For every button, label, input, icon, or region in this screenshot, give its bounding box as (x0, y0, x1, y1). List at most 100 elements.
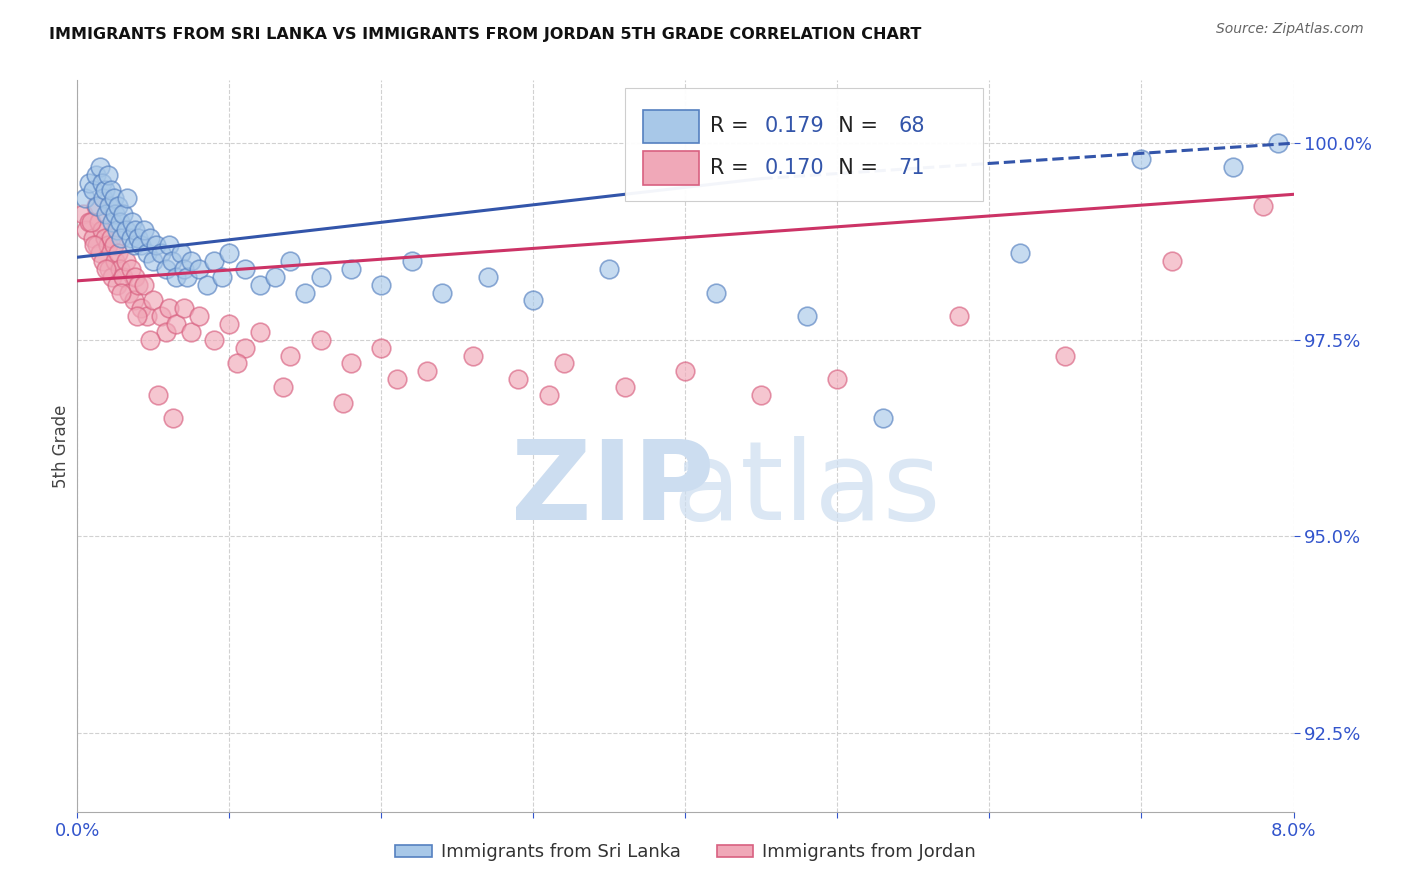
Point (105, 223, 128, 237)
Point (127, 277, 149, 292)
Point (827, 372, 849, 386)
Point (553, 356, 575, 370)
Point (124, 269, 146, 284)
Point (146, 388, 169, 402)
Point (115, 223, 138, 237)
Point (165, 269, 187, 284)
Point (598, 262, 620, 277)
Point (332, 396, 354, 410)
Point (103, 191, 125, 205)
Point (195, 277, 218, 292)
Point (211, 269, 233, 284)
Point (79, 176, 101, 190)
Point (108, 262, 131, 277)
Point (202, 333, 225, 347)
FancyBboxPatch shape (643, 152, 699, 185)
Text: 71: 71 (898, 158, 925, 178)
Point (477, 269, 499, 284)
Text: R =: R = (710, 158, 755, 178)
Point (180, 254, 202, 268)
Point (157, 301, 180, 316)
Point (226, 356, 249, 370)
Point (110, 230, 132, 244)
Point (155, 262, 177, 277)
Point (84, 168, 107, 182)
Point (96, 207, 118, 221)
Y-axis label: 5th Grade: 5th Grade (52, 404, 70, 488)
Point (82, 183, 104, 197)
Point (89, 160, 111, 174)
Point (1222, 160, 1244, 174)
Point (101, 269, 124, 284)
Point (104, 207, 127, 221)
Text: N =: N = (825, 158, 884, 178)
Point (278, 349, 301, 363)
Point (136, 310, 159, 324)
Point (249, 325, 271, 339)
Point (82, 230, 104, 244)
Point (385, 372, 408, 386)
Point (173, 301, 195, 316)
Text: ZIP: ZIP (510, 436, 714, 543)
Point (309, 333, 332, 347)
Point (127, 230, 149, 244)
Point (90, 223, 112, 237)
Point (294, 285, 316, 300)
Point (149, 246, 172, 260)
Point (98, 262, 121, 277)
Text: IMMIGRANTS FROM SRI LANKA VS IMMIGRANTS FROM JORDAN 5TH GRADE CORRELATION CHART: IMMIGRANTS FROM SRI LANKA VS IMMIGRANTS … (49, 27, 921, 42)
Point (97, 238, 120, 252)
Point (103, 238, 125, 252)
Point (613, 380, 636, 394)
Point (675, 364, 697, 378)
Point (120, 262, 142, 277)
Point (340, 262, 363, 277)
Point (80, 215, 103, 229)
Point (264, 269, 287, 284)
Legend: Immigrants from Sri Lanka, Immigrants from Jordan: Immigrants from Sri Lanka, Immigrants fr… (388, 836, 983, 869)
Point (120, 230, 142, 244)
Point (134, 223, 156, 237)
Point (149, 310, 172, 324)
Point (872, 411, 894, 425)
Point (218, 317, 240, 331)
Point (121, 215, 143, 229)
Point (271, 380, 294, 394)
Point (87, 215, 110, 229)
Point (129, 238, 152, 252)
Point (100, 230, 122, 244)
Point (188, 262, 211, 277)
Point (97, 168, 120, 182)
Point (751, 388, 773, 402)
Point (142, 254, 165, 268)
Point (115, 254, 138, 268)
Point (117, 191, 139, 205)
FancyBboxPatch shape (643, 110, 699, 144)
Point (104, 254, 127, 268)
Point (118, 285, 141, 300)
Point (96, 262, 118, 277)
Point (91, 254, 114, 268)
Point (796, 310, 818, 324)
Point (124, 223, 146, 237)
Point (401, 254, 423, 268)
Point (98, 199, 121, 213)
Point (162, 411, 184, 425)
Point (370, 341, 392, 355)
Point (139, 333, 162, 347)
Point (107, 199, 129, 213)
Point (1267, 136, 1289, 151)
Text: R =: R = (710, 116, 755, 136)
Point (537, 388, 560, 402)
Point (93, 183, 115, 197)
Point (155, 325, 177, 339)
Point (508, 372, 530, 386)
Point (522, 293, 544, 308)
Point (278, 254, 301, 268)
Point (86, 199, 108, 213)
Point (170, 246, 193, 260)
Point (233, 341, 256, 355)
Point (72, 207, 94, 221)
Point (176, 269, 198, 284)
Point (233, 262, 256, 277)
